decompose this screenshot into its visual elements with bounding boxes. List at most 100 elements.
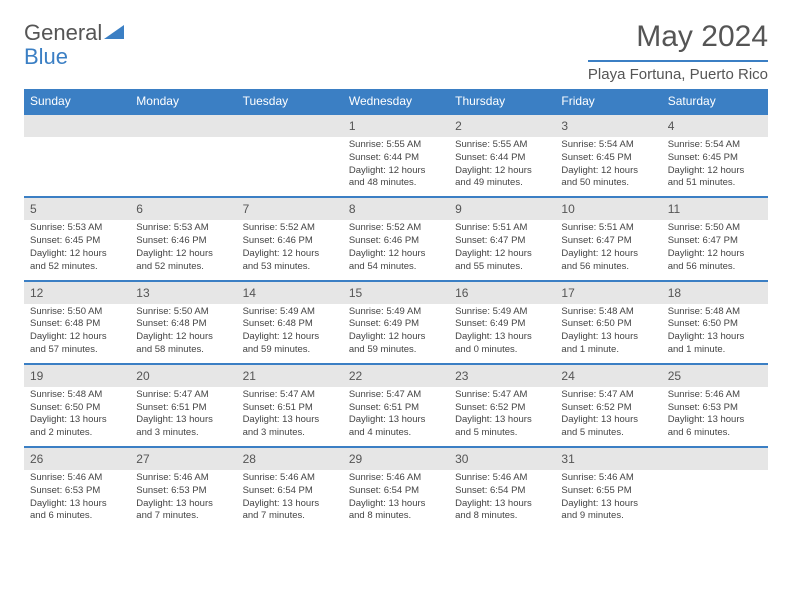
daylight-line: Daylight: 12 hours and 52 minutes. (30, 248, 124, 274)
sunset-line: Sunset: 6:46 PM (243, 235, 337, 248)
day-detail: Sunrise: 5:48 AMSunset: 6:50 PMDaylight:… (24, 387, 130, 446)
weekday-header: Thursday (449, 89, 555, 114)
day-detail: Sunrise: 5:54 AMSunset: 6:45 PMDaylight:… (662, 137, 768, 196)
daylight-line: Daylight: 13 hours and 7 minutes. (136, 498, 230, 524)
sunset-line: Sunset: 6:47 PM (668, 235, 762, 248)
daylight-line: Daylight: 12 hours and 49 minutes. (455, 165, 549, 191)
calendar-empty-cell (237, 114, 343, 197)
calendar-day-cell: 17Sunrise: 5:48 AMSunset: 6:50 PMDayligh… (555, 281, 661, 364)
day-number: 10 (555, 198, 661, 220)
sunrise-line: Sunrise: 5:52 AM (349, 222, 443, 235)
daylight-line: Daylight: 13 hours and 6 minutes. (30, 498, 124, 524)
day-detail: Sunrise: 5:49 AMSunset: 6:49 PMDaylight:… (449, 304, 555, 363)
sunrise-line: Sunrise: 5:46 AM (136, 472, 230, 485)
day-detail: Sunrise: 5:47 AMSunset: 6:52 PMDaylight:… (555, 387, 661, 446)
day-detail: Sunrise: 5:53 AMSunset: 6:46 PMDaylight:… (130, 220, 236, 279)
sunrise-line: Sunrise: 5:48 AM (561, 306, 655, 319)
calendar-day-cell: 13Sunrise: 5:50 AMSunset: 6:48 PMDayligh… (130, 281, 236, 364)
sunset-line: Sunset: 6:45 PM (561, 152, 655, 165)
calendar-day-cell: 19Sunrise: 5:48 AMSunset: 6:50 PMDayligh… (24, 364, 130, 447)
daylight-line: Daylight: 13 hours and 5 minutes. (561, 414, 655, 440)
sunrise-line: Sunrise: 5:46 AM (30, 472, 124, 485)
day-detail: Sunrise: 5:51 AMSunset: 6:47 PMDaylight:… (555, 220, 661, 279)
weekday-header: Sunday (24, 89, 130, 114)
day-number: 7 (237, 198, 343, 220)
sunrise-line: Sunrise: 5:46 AM (349, 472, 443, 485)
daylight-line: Daylight: 13 hours and 8 minutes. (455, 498, 549, 524)
calendar-day-cell: 30Sunrise: 5:46 AMSunset: 6:54 PMDayligh… (449, 447, 555, 529)
day-detail: Sunrise: 5:50 AMSunset: 6:47 PMDaylight:… (662, 220, 768, 279)
daylight-line: Daylight: 12 hours and 59 minutes. (243, 331, 337, 357)
daylight-line: Daylight: 13 hours and 6 minutes. (668, 414, 762, 440)
calendar-day-cell: 22Sunrise: 5:47 AMSunset: 6:51 PMDayligh… (343, 364, 449, 447)
calendar-week-row: 19Sunrise: 5:48 AMSunset: 6:50 PMDayligh… (24, 364, 768, 447)
calendar-day-cell: 15Sunrise: 5:49 AMSunset: 6:49 PMDayligh… (343, 281, 449, 364)
weekday-header: Saturday (662, 89, 768, 114)
day-number: 31 (555, 448, 661, 470)
day-number: 13 (130, 282, 236, 304)
calendar-day-cell: 23Sunrise: 5:47 AMSunset: 6:52 PMDayligh… (449, 364, 555, 447)
day-number (24, 115, 130, 137)
calendar-body: 1 Sunrise: 5:55 AM Sunset: 6:44 PM Daylight… (24, 114, 768, 529)
location-text: Playa Fortuna, Puerto Rico (588, 60, 768, 83)
sunrise-line: Sunrise: 5:46 AM (455, 472, 549, 485)
calendar-day-cell: 26Sunrise: 5:46 AMSunset: 6:53 PMDayligh… (24, 447, 130, 529)
calendar-day-cell: 27Sunrise: 5:46 AMSunset: 6:53 PMDayligh… (130, 447, 236, 529)
calendar-day-cell: 25Sunrise: 5:46 AMSunset: 6:53 PMDayligh… (662, 364, 768, 447)
day-detail: Sunrise: 5:48 AMSunset: 6:50 PMDaylight:… (662, 304, 768, 363)
day-detail: Sunrise: 5:47 AMSunset: 6:51 PMDaylight:… (237, 387, 343, 446)
daylight-line: Daylight: 12 hours and 51 minutes. (668, 165, 762, 191)
sunset-line: Sunset: 6:48 PM (243, 318, 337, 331)
sunrise-line: Sunrise: 5:47 AM (561, 389, 655, 402)
calendar-week-row: 12Sunrise: 5:50 AMSunset: 6:48 PMDayligh… (24, 281, 768, 364)
sunset-line: Sunset: 6:54 PM (349, 485, 443, 498)
day-detail: Sunrise: 5:46 AMSunset: 6:54 PMDaylight:… (237, 470, 343, 529)
calendar-day-cell: 31Sunrise: 5:46 AMSunset: 6:55 PMDayligh… (555, 447, 661, 529)
sunrise-line: Sunrise: 5:47 AM (136, 389, 230, 402)
day-number: 1 (343, 115, 449, 137)
day-number: 21 (237, 365, 343, 387)
day-detail (237, 137, 343, 195)
calendar-day-cell: 24Sunrise: 5:47 AMSunset: 6:52 PMDayligh… (555, 364, 661, 447)
weekday-header: Tuesday (237, 89, 343, 114)
sunrise-line: Sunrise: 5:55 AM (455, 139, 549, 152)
daylight-line: Daylight: 12 hours and 53 minutes. (243, 248, 337, 274)
calendar-day-cell: 10Sunrise: 5:51 AMSunset: 6:47 PMDayligh… (555, 197, 661, 280)
sunrise-line: Sunrise: 5:53 AM (30, 222, 124, 235)
day-detail: Sunrise: 5:52 AMSunset: 6:46 PMDaylight:… (237, 220, 343, 279)
sunrise-line: Sunrise: 5:50 AM (136, 306, 230, 319)
day-number: 9 (449, 198, 555, 220)
day-detail (24, 137, 130, 195)
calendar-day-cell: 11Sunrise: 5:50 AMSunset: 6:47 PMDayligh… (662, 197, 768, 280)
sunrise-line: Sunrise: 5:48 AM (30, 389, 124, 402)
day-number: 16 (449, 282, 555, 304)
sunset-line: Sunset: 6:48 PM (136, 318, 230, 331)
calendar-empty-cell (130, 114, 236, 197)
daylight-line: Daylight: 13 hours and 4 minutes. (349, 414, 443, 440)
day-detail: Sunrise: 5:48 AMSunset: 6:50 PMDaylight:… (555, 304, 661, 363)
day-detail: Sunrise: 5:47 AMSunset: 6:51 PMDaylight:… (343, 387, 449, 446)
daylight-line: Daylight: 12 hours and 50 minutes. (561, 165, 655, 191)
day-detail: Sunrise: 5:54 AMSunset: 6:45 PMDaylight:… (555, 137, 661, 196)
daylight-line: Daylight: 13 hours and 3 minutes. (243, 414, 337, 440)
day-number: 17 (555, 282, 661, 304)
day-detail: Sunrise: 5:50 AMSunset: 6:48 PMDaylight:… (24, 304, 130, 363)
calendar-empty-cell (662, 447, 768, 529)
month-title: May 2024 (588, 20, 768, 54)
day-detail: Sunrise: 5:50 AMSunset: 6:48 PMDaylight:… (130, 304, 236, 363)
sunrise-line: Sunrise: 5:49 AM (455, 306, 549, 319)
title-block: May 2024 Playa Fortuna, Puerto Rico (588, 20, 768, 83)
brand-logo: General (24, 20, 124, 46)
sunset-line: Sunset: 6:51 PM (243, 402, 337, 415)
sunset-line: Sunset: 6:52 PM (561, 402, 655, 415)
sunset-line: Sunset: 6:44 PM (349, 152, 443, 165)
sunset-line: Sunset: 6:45 PM (668, 152, 762, 165)
sunset-line: Sunset: 6:45 PM (30, 235, 124, 248)
weekday-header: Friday (555, 89, 661, 114)
sunrise-line: Sunrise: 5:46 AM (561, 472, 655, 485)
calendar-day-cell: 3Sunrise: 5:54 AMSunset: 6:45 PMDaylight… (555, 114, 661, 197)
day-number: 23 (449, 365, 555, 387)
sunrise-line: Sunrise: 5:47 AM (243, 389, 337, 402)
brand-text-1: General (24, 20, 102, 46)
daylight-line: Daylight: 13 hours and 1 minute. (561, 331, 655, 357)
